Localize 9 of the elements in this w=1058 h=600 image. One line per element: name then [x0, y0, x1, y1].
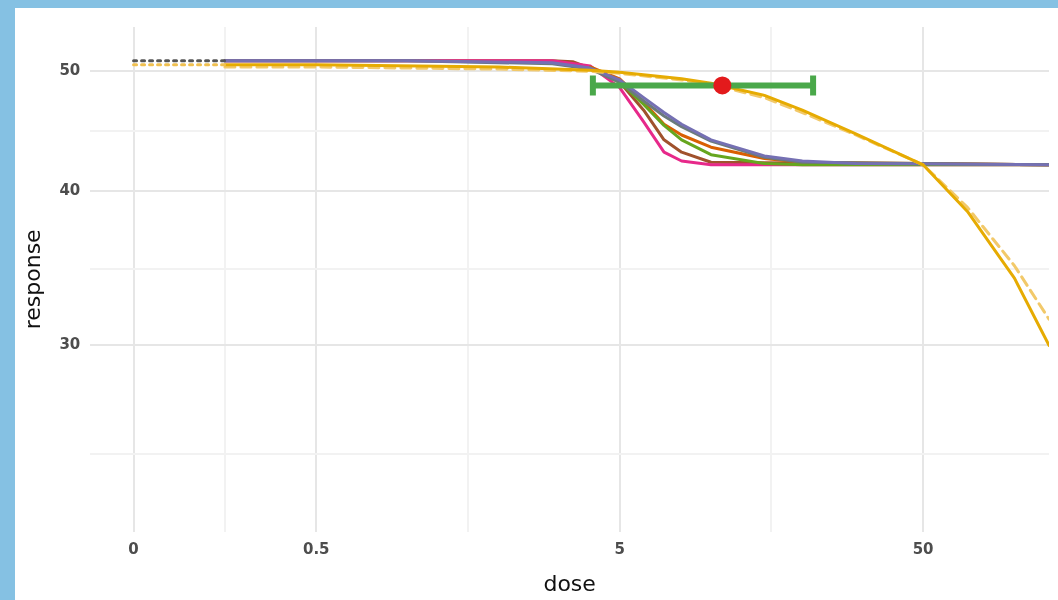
y-axis-title: response [19, 229, 45, 330]
x-tick-label: 0 [128, 540, 139, 559]
y-tick-label: 30 [59, 335, 81, 354]
x-tick-label: 5 [614, 540, 625, 559]
x-tick-label: 0.5 [302, 540, 330, 559]
x-axis-title: dose [543, 570, 596, 596]
y-tick-label: 50 [59, 61, 81, 80]
x-tick-label: 50 [912, 540, 934, 559]
y-tick-label: 40 [59, 180, 81, 199]
